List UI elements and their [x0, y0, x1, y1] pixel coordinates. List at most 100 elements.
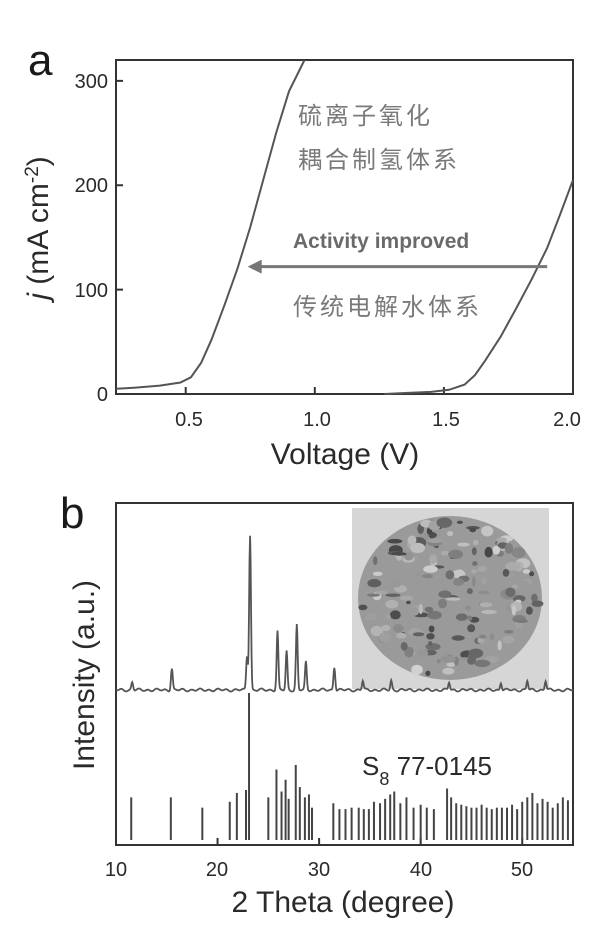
sem-texture-speck — [496, 537, 507, 542]
sem-texture-speck — [391, 552, 406, 556]
activity-arrow — [248, 260, 548, 274]
panel-b-xtick-label: 30 — [308, 859, 330, 881]
panel-b-xtick-label: 50 — [511, 859, 533, 881]
sem-texture-speck — [505, 562, 520, 571]
sem-texture-speck — [498, 640, 502, 650]
sem-texture-speck — [373, 556, 377, 565]
sem-texture-speck — [438, 599, 447, 608]
panel-a-ytick-label: 100 — [75, 280, 108, 302]
panel-a-ytick-label: 200 — [75, 175, 108, 197]
panel-b-xtick-label: 40 — [410, 859, 432, 881]
panel-a-xlabel: Voltage (V) — [271, 438, 419, 471]
panel-a-ytick-label: 0 — [97, 384, 108, 406]
figure: a 0.5 1.0 1.5 2.0 0 100 200 300 Voltage … — [0, 0, 611, 941]
sem-texture-speck — [481, 610, 497, 614]
panel-a-ylabel-close: ) — [22, 156, 55, 166]
sem-texture-speck — [396, 633, 406, 639]
panel-a-label: a — [28, 36, 53, 85]
panel-a: a 0.5 1.0 1.5 2.0 0 100 200 300 Voltage … — [22, 36, 581, 471]
sem-texture-speck — [446, 570, 455, 579]
reference-label-sub: 8 — [379, 769, 389, 789]
sem-texture-speck — [512, 547, 526, 558]
reference-label-rest: 77-0145 — [389, 751, 492, 781]
sem-texture-speck — [392, 580, 401, 587]
sem-texture-speck — [474, 660, 490, 667]
sem-texture-speck — [478, 590, 490, 594]
series-line-water-electrolysis — [385, 180, 574, 394]
sem-texture-speck — [386, 594, 401, 597]
sem-texture-speck — [485, 547, 493, 558]
sem-texture-speck — [437, 659, 441, 663]
panel-b-ylabel: Intensity (a.u.) — [68, 580, 101, 770]
sem-texture-speck — [526, 607, 533, 615]
sem-texture-speck — [448, 550, 463, 559]
sem-texture-speck — [481, 526, 493, 537]
sem-texture-speck — [440, 655, 455, 663]
sem-inset-image — [352, 508, 549, 689]
sem-texture-speck — [408, 536, 417, 545]
sem-texture-speck — [472, 576, 476, 586]
sem-texture-speck — [447, 531, 453, 536]
panel-a-ytick-label: 300 — [75, 71, 108, 93]
sem-texture-speck — [422, 574, 433, 578]
sem-texture-speck — [468, 649, 483, 659]
sem-texture-speck — [493, 546, 501, 555]
panel-b-xtick-label: 10 — [105, 859, 127, 881]
sem-texture-speck — [456, 613, 468, 620]
sem-texture-speck — [415, 571, 422, 576]
sem-texture-speck — [367, 594, 380, 597]
sem-texture-speck — [425, 671, 430, 676]
sem-texture-speck — [453, 578, 464, 586]
reference-label: S8 77-0145 — [362, 751, 492, 789]
sem-texture-speck — [502, 636, 514, 644]
sem-texture-speck — [425, 643, 440, 650]
sem-texture-speck — [438, 591, 451, 598]
sem-texture-speck — [490, 633, 494, 640]
sem-texture-speck — [468, 616, 473, 621]
sem-texture-speck — [473, 540, 479, 546]
sem-texture-speck — [358, 605, 367, 611]
activity-arrow-head — [248, 260, 262, 274]
sem-texture-speck — [457, 543, 469, 547]
sem-texture-speck — [406, 601, 411, 605]
sem-texture-speck — [472, 547, 477, 555]
sem-texture-speck — [411, 665, 423, 675]
panel-a-xtick-label: 0.5 — [175, 409, 203, 431]
sem-texture-speck — [459, 657, 468, 660]
sem-texture-speck — [515, 580, 529, 584]
sem-texture-speck — [423, 565, 438, 572]
sem-texture-speck — [393, 624, 404, 633]
annotation-water-electrolysis: 传统电解水体系 — [293, 293, 482, 321]
sem-texture-speck — [401, 642, 408, 651]
sem-texture-speck — [503, 569, 510, 577]
sem-inset-texture — [358, 516, 543, 680]
sem-texture-speck — [471, 570, 477, 574]
sem-texture-speck — [457, 521, 463, 524]
panel-b-reference-lines — [131, 693, 568, 840]
sem-texture-speck — [390, 610, 401, 619]
sem-texture-speck — [479, 635, 486, 639]
sem-texture-speck — [385, 600, 398, 609]
reference-label-main: S — [362, 751, 379, 781]
sem-texture-speck — [512, 605, 516, 616]
sem-texture-speck — [467, 624, 475, 632]
panel-a-ylabel-units: (mA cm — [22, 183, 55, 293]
sem-texture-speck — [367, 579, 381, 587]
sem-texture-speck — [437, 518, 453, 528]
sem-texture-speck — [504, 630, 513, 634]
annotation-sulfide-system-line2: 耦合制氢体系 — [298, 146, 460, 174]
panel-a-xtick-label: 2.0 — [553, 409, 581, 431]
sem-texture-speck — [375, 591, 387, 594]
sem-texture-speck — [516, 619, 528, 623]
panel-a-xtick-label: 1.5 — [432, 409, 460, 431]
sem-texture-speck — [429, 554, 437, 564]
sem-texture-speck — [478, 566, 487, 572]
sem-texture-speck — [414, 556, 419, 561]
sem-texture-speck — [408, 607, 419, 616]
sem-texture-speck — [508, 573, 514, 578]
sem-texture-speck — [373, 572, 383, 576]
sem-texture-speck — [419, 604, 423, 614]
sem-texture-speck — [452, 635, 465, 640]
sem-texture-speck — [479, 602, 492, 607]
panel-a-ylabel-sup: -2 — [22, 166, 43, 183]
